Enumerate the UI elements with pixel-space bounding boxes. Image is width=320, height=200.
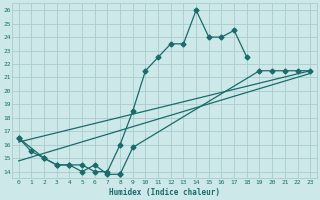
X-axis label: Humidex (Indice chaleur): Humidex (Indice chaleur) <box>109 188 220 197</box>
